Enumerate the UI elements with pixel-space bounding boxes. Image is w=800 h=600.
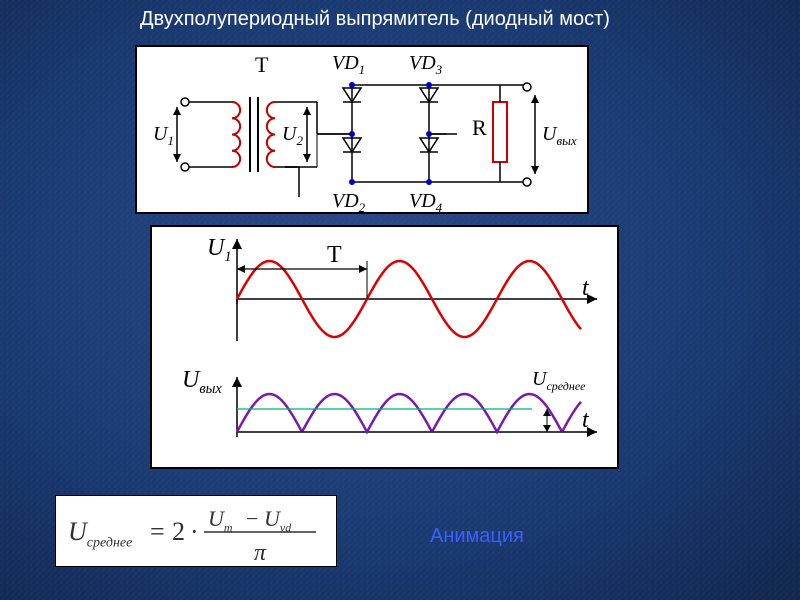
- svg-text:U1: U1: [153, 123, 174, 148]
- circuit-diagram: T U1 U2 R Uвых VD1 VD2 VD3 VD4: [137, 47, 587, 212]
- svg-text:R: R: [472, 115, 487, 140]
- svg-text:U1: U1: [207, 235, 232, 265]
- svg-text:2: 2: [172, 517, 185, 546]
- waveform-diagram: U1TtUвыхtUсреднее: [152, 227, 617, 467]
- waveform-panel: U1TtUвыхtUсреднее: [150, 225, 619, 469]
- slide-title: Двухполупериодный выпрямитель (диодный м…: [140, 8, 610, 31]
- svg-text:=: =: [150, 517, 165, 546]
- svg-text:VD2: VD2: [332, 190, 366, 212]
- formula-box: Uсреднее =2· Um−Uvd π: [55, 495, 337, 567]
- svg-text:U2: U2: [282, 123, 303, 148]
- svg-text:Uсреднее: Uсреднее: [68, 517, 132, 551]
- animation-link[interactable]: Анимация: [430, 525, 524, 548]
- svg-text:Uvd: Uvd: [264, 506, 292, 535]
- svg-text:Um: Um: [208, 506, 233, 535]
- svg-text:Uсреднее: Uсреднее: [532, 368, 586, 393]
- svg-text:VD3: VD3: [409, 52, 443, 77]
- svg-text:·: ·: [190, 517, 199, 546]
- svg-text:−: −: [246, 506, 258, 531]
- circuit-panel: T U1 U2 R Uвых VD1 VD2 VD3 VD4: [135, 45, 589, 214]
- svg-text:T: T: [327, 242, 342, 268]
- svg-text:VD4: VD4: [409, 190, 443, 212]
- svg-text:Uвых: Uвых: [542, 123, 577, 148]
- svg-text:Uвых: Uвых: [182, 367, 222, 397]
- svg-text:π: π: [254, 540, 267, 566]
- svg-text:VD1: VD1: [332, 52, 365, 77]
- formula: Uсреднее =2· Um−Uvd π: [56, 496, 336, 566]
- svg-text:T: T: [255, 52, 269, 77]
